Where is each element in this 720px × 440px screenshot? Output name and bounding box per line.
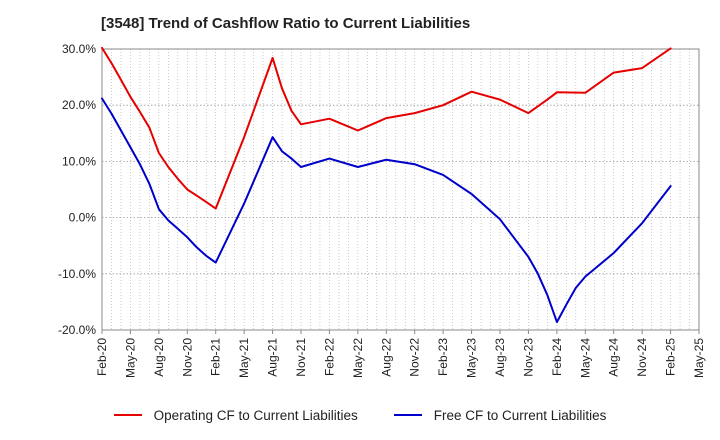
plot-area-border [101,48,700,331]
x-tick-label: Nov-22 [408,338,422,377]
y-tick-label: -20.0% [58,323,96,337]
x-tick-label: May-20 [123,338,137,378]
legend-item-operating-cf: Operating CF to Current Liabilities [113,407,358,423]
x-tick-label: Nov-24 [635,338,649,377]
y-tick-label: -10.0% [58,267,96,281]
x-tick-label: Feb-20 [95,338,109,376]
chart-title: [3548] Trend of Cashflow Ratio to Curren… [101,15,471,32]
x-tick-label: Nov-21 [294,338,308,377]
series-line-free-cf [101,97,672,324]
x-tick-label: Feb-24 [550,338,564,376]
x-tick-label: Feb-25 [664,338,678,376]
x-tick-label: Aug-22 [379,338,393,377]
grid-layer [102,48,699,331]
y-axis: 30.0% 20.0% 10.0% 0.0% -10.0% -20.0% [58,42,96,337]
legend-item-free-cf: Free CF to Current Liabilities [393,407,607,423]
y-tick-label: 10.0% [62,154,96,168]
x-tick-label: May-24 [578,338,592,378]
x-tick-label: Nov-23 [521,338,535,377]
legend: Operating CF to Current Liabilities Free… [0,404,720,426]
y-tick-label: 30.0% [62,42,96,56]
x-tick-label: Aug-21 [266,338,280,377]
x-tick-label: May-22 [351,338,365,378]
x-tick-label: Feb-21 [209,338,223,376]
y-tick-label: 0.0% [69,211,97,225]
x-tick-label: Aug-20 [152,338,166,377]
y-tick-label: 20.0% [62,98,96,112]
x-tick-label: May-23 [465,338,479,378]
x-tick-label: Feb-22 [322,338,336,376]
x-tick-label: Feb-23 [436,338,450,376]
legend-label-operating-cf: Operating CF to Current Liabilities [153,407,358,423]
legend-label-free-cf: Free CF to Current Liabilities [433,407,607,423]
legend-swatch-operating-cf [113,414,142,416]
x-tick-label: May-21 [237,338,251,378]
x-tick-label: Aug-24 [607,338,621,377]
x-tick-label: May-25 [692,338,706,378]
legend-swatch-free-cf [393,414,422,416]
series-layer [101,46,672,324]
series-line-operating-cf [101,46,672,210]
x-axis: Feb-20 May-20 Aug-20 Nov-20 Feb-21 May-21 Aug-… [95,330,706,378]
x-tick-label: Nov-20 [180,338,194,377]
x-tick-label: Aug-23 [493,338,507,377]
